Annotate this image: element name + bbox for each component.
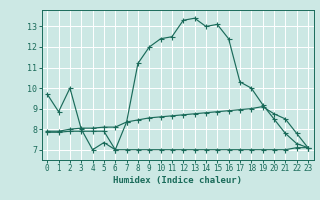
X-axis label: Humidex (Indice chaleur): Humidex (Indice chaleur) [113, 176, 242, 185]
